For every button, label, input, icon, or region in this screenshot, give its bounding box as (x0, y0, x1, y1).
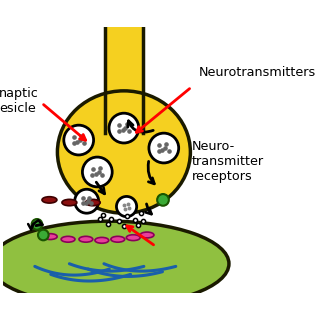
Circle shape (157, 194, 169, 206)
Ellipse shape (111, 236, 125, 242)
Ellipse shape (42, 197, 57, 203)
Ellipse shape (140, 232, 154, 238)
Text: Neuro-
transmitter
receptors: Neuro- transmitter receptors (192, 140, 264, 183)
Ellipse shape (62, 199, 77, 206)
Circle shape (75, 189, 99, 213)
Ellipse shape (85, 199, 100, 206)
Ellipse shape (79, 236, 93, 242)
Circle shape (38, 230, 49, 240)
Ellipse shape (0, 221, 229, 306)
Circle shape (83, 157, 112, 187)
Circle shape (64, 125, 93, 155)
Circle shape (109, 113, 139, 143)
Ellipse shape (57, 91, 190, 213)
Bar (107, 99, 141, 139)
Circle shape (116, 196, 137, 217)
Ellipse shape (95, 237, 109, 243)
Text: naptic
esicle: naptic esicle (0, 87, 39, 115)
Ellipse shape (43, 234, 57, 239)
Circle shape (32, 219, 42, 230)
Ellipse shape (126, 235, 140, 241)
Bar (105, 22, 142, 133)
Text: Neurotransmitters: Neurotransmitters (198, 66, 316, 79)
Circle shape (149, 133, 179, 163)
Ellipse shape (61, 236, 75, 242)
